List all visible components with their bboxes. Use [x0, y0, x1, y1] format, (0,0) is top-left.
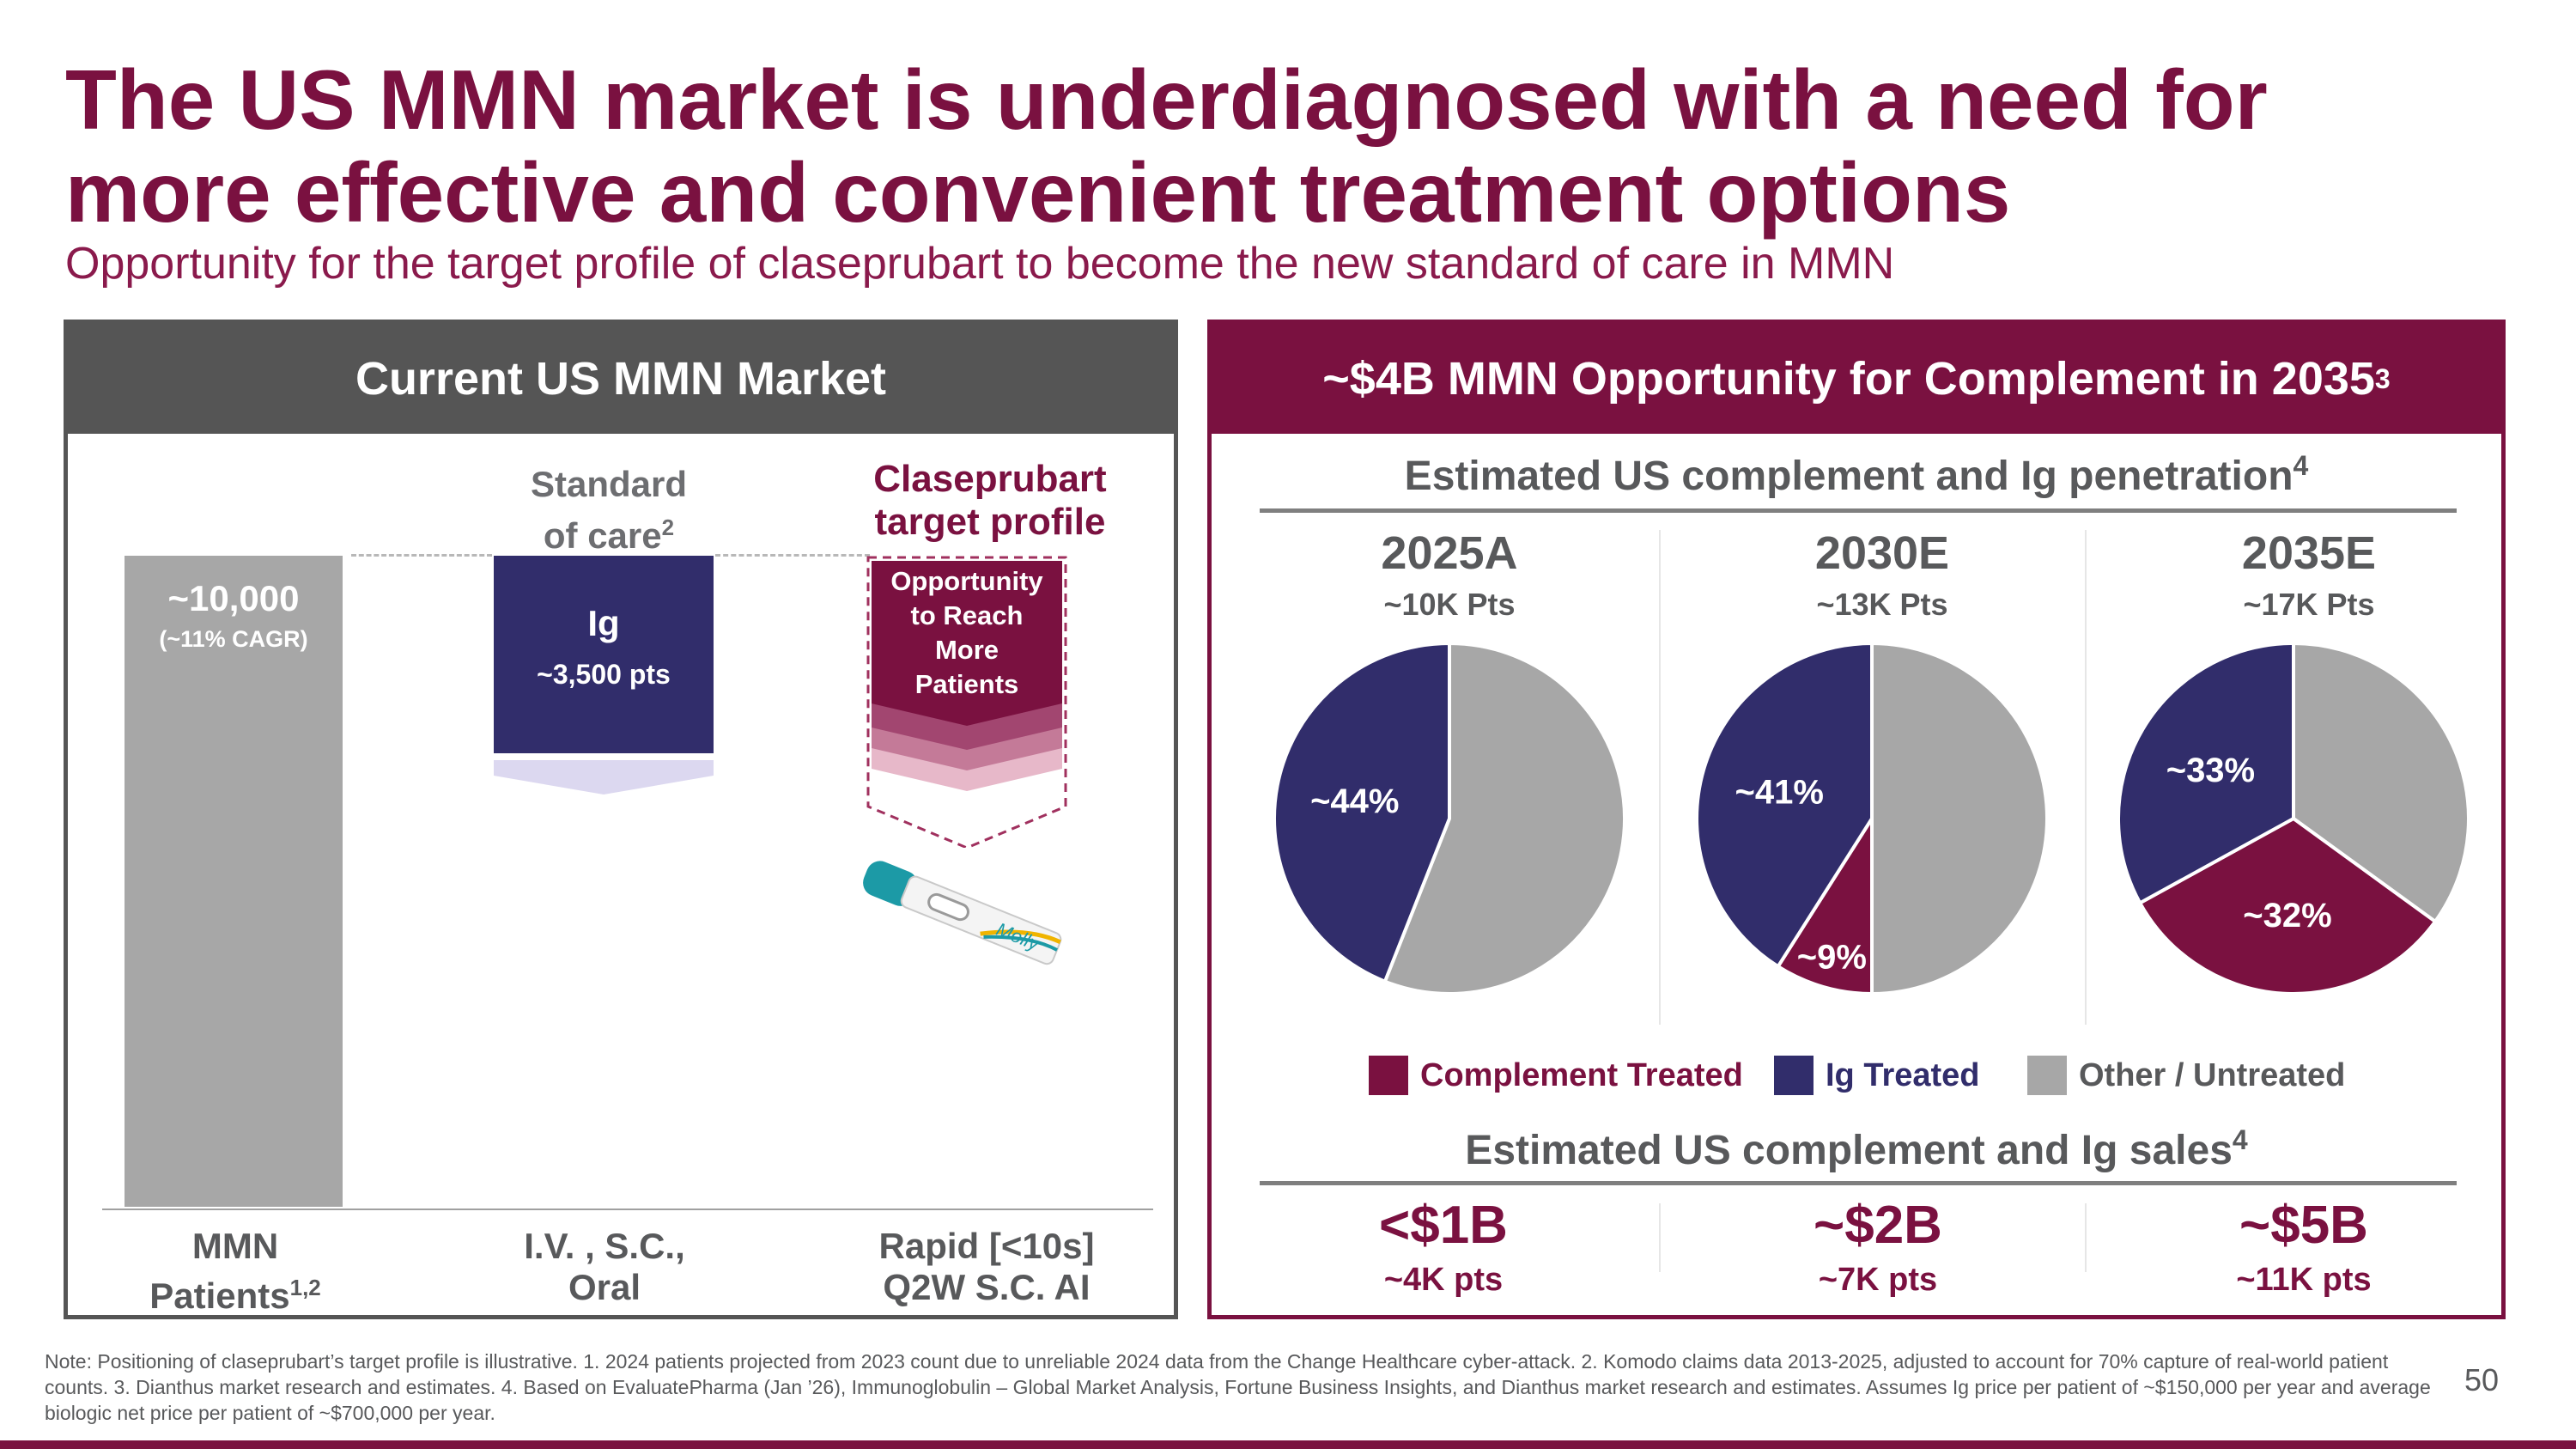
column-separator	[1659, 1203, 1661, 1272]
target-label-line2: target profile	[874, 501, 1106, 543]
pie-slice-other	[1382, 641, 1626, 995]
sales-value: ~$5B	[2239, 1196, 2368, 1255]
x-label-sup: 1,2	[289, 1275, 321, 1300]
pie-2025: ~44%	[1273, 641, 1626, 995]
legend-other: Other / Untreated	[2027, 1054, 2345, 1097]
opportunity-line: More	[934, 635, 999, 665]
autoinjector-device-image: Molly	[863, 861, 1062, 965]
year-label: 2035E	[2241, 527, 2377, 579]
x-label-dosing: Rapid [<10s] Q2W S.C. AI	[823, 1226, 1150, 1308]
opportunity-chevron-graphic	[866, 556, 1067, 848]
ig-chevron-shape	[494, 760, 714, 795]
column-separator	[2085, 1203, 2087, 1272]
ig-box-value: ~3,500 pts	[537, 659, 671, 690]
target-label-line1: Claseprubart	[873, 458, 1107, 500]
year-patients: ~13K Pts	[1816, 587, 1948, 622]
sales-patients: ~11K pts	[2236, 1262, 2372, 1298]
pie-slice-other	[2292, 641, 2470, 924]
ig-box-title: Ig	[587, 603, 620, 643]
opportunity-panel: ~$4B MMN Opportunity for Complement in 2…	[1207, 320, 2506, 1319]
axis-baseline	[102, 1209, 1153, 1210]
sales-patients: ~4K pts	[1383, 1262, 1504, 1298]
penetration-title-text: Estimated US complement and Ig penetrati…	[1404, 454, 2293, 499]
pie-label-complement: ~9%	[1797, 939, 1867, 977]
sales-title: Estimated US complement and Ig sales4	[1212, 1124, 2501, 1174]
pie-slice-complement	[2137, 816, 2438, 995]
x-label-routes: I.V. , S.C., Oral	[471, 1226, 738, 1308]
pie-label-ig: ~41%	[1735, 774, 1824, 812]
footnote: Note: Positioning of claseprubart’s targ…	[45, 1350, 2431, 1424]
bottom-accent-bar	[0, 1440, 2576, 1449]
x-label-line: I.V. , S.C.,	[524, 1226, 685, 1266]
legend-ig: Ig Treated	[1774, 1054, 1980, 1097]
opportunity-header-text: ~$4B MMN Opportunity for Complement in 2…	[1322, 353, 2375, 405]
column-separator	[1659, 530, 1661, 1025]
page-title: The US MMN market is underdiagnosed with…	[65, 52, 2268, 240]
legend-swatch-other	[2027, 1056, 2067, 1095]
legend-label: Ig Treated	[1826, 1056, 1980, 1093]
penetration-rule	[1260, 508, 2457, 513]
legend-complement: Complement Treated	[1369, 1054, 1743, 1097]
legend-swatch-ig	[1774, 1056, 1814, 1095]
claseprubart-target-label: Claseprubart target profile	[853, 458, 1127, 544]
column-separator	[2085, 530, 2087, 1025]
pie-slice-ig	[2117, 641, 2295, 905]
x-label-line: Oral	[568, 1267, 641, 1307]
year-patients: ~10K Pts	[1383, 587, 1516, 622]
pie-label-complement: ~32%	[2243, 897, 2331, 935]
year-patients: ~17K Pts	[2243, 587, 2375, 622]
opportunity-text: Opportunity to Reach More Patients	[866, 564, 1067, 702]
year-label: 2025A	[1381, 527, 1518, 579]
dashed-connector	[715, 554, 870, 557]
ig-standard-of-care-box: Ig ~3,500 pts	[494, 556, 714, 753]
x-label-line: Q2W S.C. AI	[883, 1267, 1091, 1307]
penetration-title: Estimated US complement and Ig penetrati…	[1212, 450, 2501, 500]
x-label-line: Patients	[149, 1275, 290, 1316]
sales-title-sup: 4	[2232, 1124, 2248, 1155]
penetration-title-sup: 4	[2293, 450, 2309, 481]
pie-legend: Complement Treated Ig Treated Other / Un…	[1212, 1054, 2501, 1097]
sales-rule	[1260, 1181, 2457, 1185]
pie-slice-complement	[1775, 813, 1874, 996]
standard-of-care-label: Standard of care2	[497, 463, 720, 557]
page-number: 50	[2464, 1362, 2500, 1397]
sales-value: <$1B	[1379, 1196, 1508, 1255]
x-label-line: Rapid [<10s]	[878, 1226, 1095, 1266]
soc-label-sup: 2	[661, 514, 675, 540]
soc-label-line2: of care	[543, 515, 662, 556]
x-label-line: MMN	[191, 1226, 279, 1266]
x-label-mmn-patients: MMN Patients1,2	[102, 1226, 368, 1317]
legend-label: Complement Treated	[1420, 1056, 1743, 1093]
pie-label-ig: ~33%	[2166, 752, 2255, 789]
page-subtitle: Opportunity for the target profile of cl…	[65, 239, 1895, 289]
mmn-patients-value: ~10,000	[167, 578, 300, 618]
legend-swatch-complement	[1369, 1056, 1408, 1095]
sales-title-text: Estimated US complement and Ig sales	[1465, 1128, 2233, 1173]
mmn-patients-bar: ~10,000 (~11% CAGR)	[125, 556, 343, 1207]
current-market-panel: Current US MMN Market ~10,000 (~11% CAGR…	[64, 320, 1178, 1319]
dashed-connector	[351, 554, 492, 557]
opportunity-line: Opportunity	[890, 566, 1043, 596]
opportunity-line: Patients	[914, 669, 1019, 699]
pie-slice-other	[1870, 641, 2049, 996]
opportunity-line: to Reach	[910, 600, 1024, 630]
mmn-patients-cagr: (~11% CAGR)	[159, 626, 308, 652]
year-label: 2030E	[1814, 527, 1950, 579]
current-market-header: Current US MMN Market	[68, 324, 1174, 434]
sales-value: ~$2B	[1814, 1196, 1942, 1255]
pie-2035: ~32% ~33%	[2117, 641, 2470, 995]
sales-patients: ~7K pts	[1818, 1262, 1938, 1298]
pie-slice-ig	[1695, 641, 1874, 970]
opportunity-header: ~$4B MMN Opportunity for Complement in 2…	[1212, 324, 2501, 434]
pie-2030: ~9% ~41%	[1695, 641, 2049, 996]
soc-label-line1: Standard	[530, 464, 688, 504]
legend-label: Other / Untreated	[2079, 1056, 2346, 1093]
pie-label-ig: ~44%	[1310, 782, 1399, 820]
pie-slice-ig	[1273, 641, 1451, 984]
